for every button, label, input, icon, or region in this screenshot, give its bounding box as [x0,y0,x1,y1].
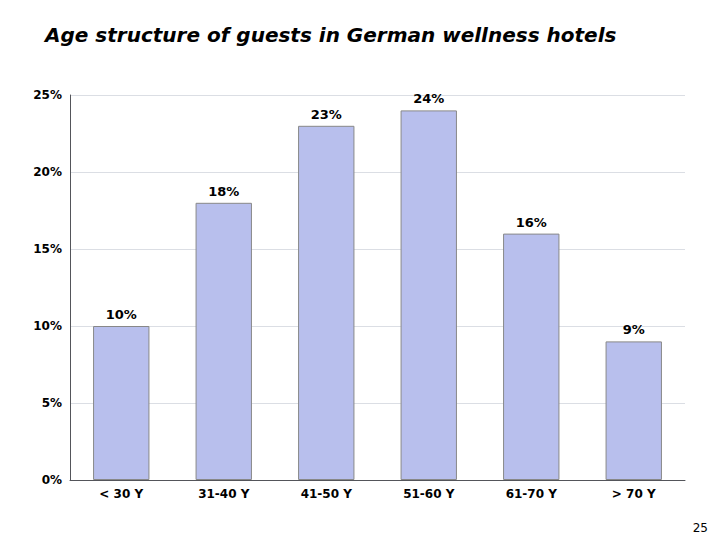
svg-text:18%: 18% [208,184,239,199]
svg-text:25: 25 [693,521,708,535]
svg-text:15%: 15% [33,242,62,256]
svg-text:9%: 9% [623,322,645,337]
svg-text:23%: 23% [311,107,342,122]
svg-text:10%: 10% [106,307,137,322]
svg-text:Age structure of guests in Ger: Age structure of guests in German wellne… [43,23,617,47]
svg-text:20%: 20% [33,165,62,179]
svg-text:61-70 Y: 61-70 Y [506,487,558,501]
svg-text:51-60 Y: 51-60 Y [403,487,455,501]
svg-text:16%: 16% [516,215,547,230]
svg-text:0%: 0% [42,473,62,487]
svg-text:24%: 24% [413,91,444,106]
svg-text:31-40 Y: 31-40 Y [198,487,250,501]
svg-text:< 30 Y: < 30 Y [99,487,143,501]
svg-text:10%: 10% [33,319,62,333]
svg-text:5%: 5% [42,396,62,410]
svg-text:25%: 25% [33,88,62,102]
svg-text:> 70 Y: > 70 Y [612,487,656,501]
svg-text:41-50 Y: 41-50 Y [301,487,353,501]
